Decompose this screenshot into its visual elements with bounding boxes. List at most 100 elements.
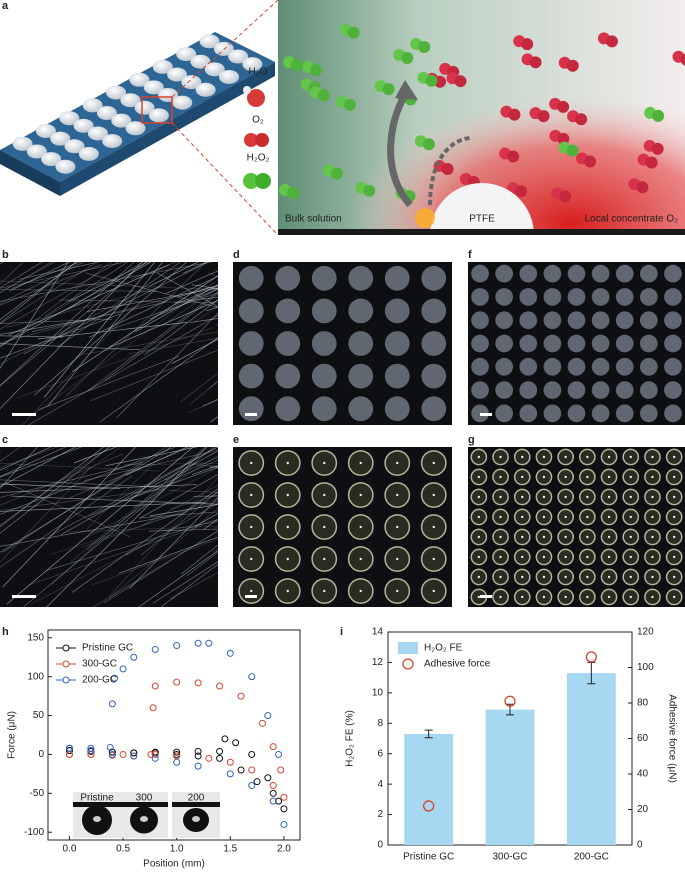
scratch xyxy=(6,447,194,605)
pillar-center xyxy=(586,495,589,499)
pillar xyxy=(519,264,538,283)
plot-frame xyxy=(47,629,301,841)
pillar-center xyxy=(564,455,567,459)
scratch xyxy=(2,447,137,588)
pillar xyxy=(471,288,489,306)
scratch xyxy=(0,262,85,304)
pillar xyxy=(591,404,610,423)
dome xyxy=(26,144,47,159)
pillar-center xyxy=(564,495,567,499)
dome xyxy=(82,98,103,113)
pillar xyxy=(567,311,586,330)
scratch xyxy=(0,262,127,289)
data-point xyxy=(280,805,288,813)
slab-side xyxy=(0,150,60,196)
dome xyxy=(195,82,216,97)
y-tick-label: -50 xyxy=(30,788,45,799)
pillar-center xyxy=(359,525,362,529)
pillar xyxy=(591,357,610,376)
x-tick-label: 2.0 xyxy=(277,844,291,855)
dome xyxy=(213,41,234,56)
data-point xyxy=(151,754,159,762)
inset-substrate xyxy=(73,802,121,807)
molecule-legend: H₂O O₂ H₂O₂ xyxy=(243,67,271,189)
scratch xyxy=(164,287,218,324)
micrograph-background xyxy=(233,447,452,607)
dome xyxy=(12,136,33,151)
scratch xyxy=(31,279,218,416)
molecule xyxy=(401,52,414,65)
bar xyxy=(404,733,454,845)
pillar-center xyxy=(432,589,435,593)
y2-tick-label: 40 xyxy=(637,769,649,780)
molecule xyxy=(330,167,343,180)
molecule xyxy=(566,144,579,157)
pillar-center xyxy=(651,495,654,499)
pillar xyxy=(238,331,264,356)
y-tick-label: 0 xyxy=(38,749,44,760)
pillar-center xyxy=(477,495,481,499)
scratch xyxy=(2,447,167,553)
micrograph xyxy=(468,447,685,607)
pillar-center xyxy=(651,535,654,539)
micrograph xyxy=(233,447,452,607)
panel-label: a xyxy=(2,0,9,12)
pillar-center xyxy=(323,461,326,465)
scratch xyxy=(0,447,38,489)
y-tick-label: 0 xyxy=(377,840,383,851)
scratch xyxy=(104,293,218,381)
scratch xyxy=(0,317,96,335)
data-point xyxy=(173,748,181,756)
scratch xyxy=(157,272,218,308)
pillar xyxy=(471,357,489,376)
pillar-center xyxy=(286,493,289,497)
pillar-center xyxy=(499,535,502,539)
scratch xyxy=(0,479,159,488)
arrow xyxy=(428,136,471,206)
dome xyxy=(111,113,132,128)
pillar xyxy=(615,357,634,376)
pillar-center xyxy=(499,575,502,579)
pillar-center xyxy=(359,461,362,465)
scratch xyxy=(0,501,206,512)
pillar xyxy=(543,381,562,399)
pillar-center xyxy=(286,557,289,561)
scratch xyxy=(148,528,218,532)
pillar-center xyxy=(521,455,524,459)
scratch xyxy=(134,284,218,333)
dome xyxy=(176,47,197,62)
molecule xyxy=(310,63,323,76)
error-bar xyxy=(424,729,433,739)
data-point xyxy=(173,678,181,686)
pillar xyxy=(348,363,374,389)
scratch xyxy=(0,447,83,478)
y-tick-label: 100 xyxy=(27,671,44,682)
pillar xyxy=(639,311,658,330)
data-point xyxy=(504,695,516,707)
pillar-center xyxy=(586,535,589,539)
scratch xyxy=(68,262,149,302)
region-label: Bulk solution xyxy=(285,214,342,225)
scratch xyxy=(109,476,218,597)
pillar xyxy=(311,265,337,291)
inset-label: Pristine xyxy=(80,793,114,804)
pillar xyxy=(639,404,658,423)
scale-bar xyxy=(12,413,36,416)
micrograph-background xyxy=(0,447,218,607)
pillar-center xyxy=(607,575,611,579)
molecule xyxy=(291,59,304,72)
pillar-center xyxy=(651,595,654,599)
scratch xyxy=(5,482,131,538)
panel-label: i xyxy=(340,626,343,638)
pillar-center xyxy=(477,455,481,459)
scratch xyxy=(0,262,24,285)
pillar xyxy=(664,311,682,330)
y2-tick-label: 20 xyxy=(637,804,649,815)
data-point xyxy=(221,735,229,743)
pillar xyxy=(275,298,301,324)
data-point xyxy=(108,700,116,708)
dome xyxy=(55,159,76,174)
pillar-center xyxy=(672,555,676,559)
x-axis-label: Position (mm) xyxy=(143,859,205,870)
pillar-center xyxy=(542,495,546,499)
